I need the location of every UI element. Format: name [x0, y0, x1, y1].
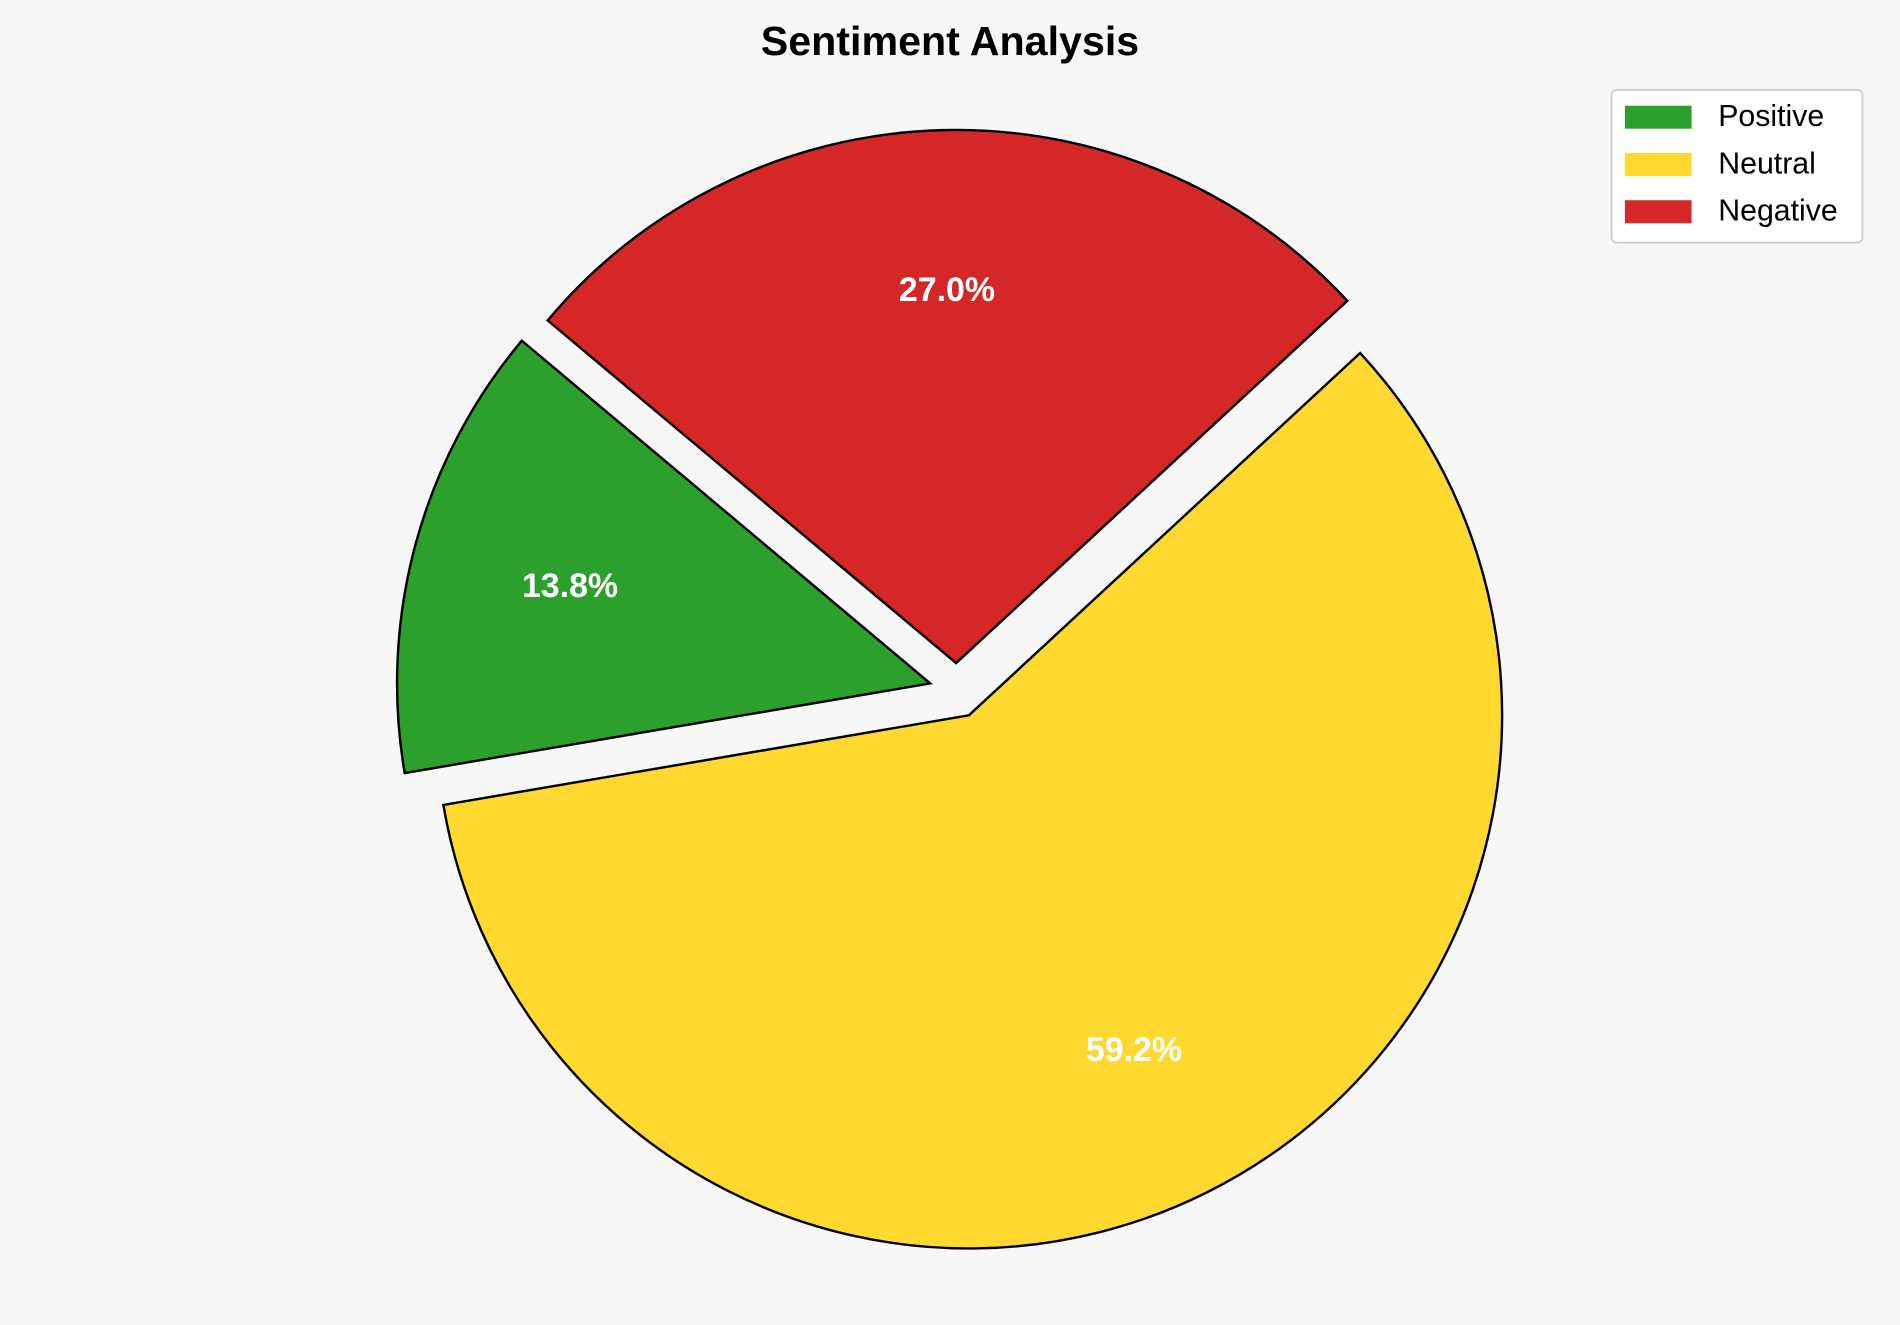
slice-label-negative: 27.0% [899, 271, 995, 309]
legend-label: Positive [1718, 100, 1824, 133]
legend-item-positive: Positive [1624, 100, 1824, 133]
slice-label-positive: 13.8% [522, 567, 618, 605]
legend-item-neutral: Neutral [1624, 147, 1816, 180]
slice-label-neutral: 59.2% [1086, 1031, 1182, 1069]
chart-title: Sentiment Analysis [761, 18, 1139, 64]
legend-label: Negative [1718, 195, 1838, 228]
legend-item-negative: Negative [1624, 195, 1838, 228]
legend-label: Neutral [1718, 147, 1816, 180]
legend-swatch [1624, 152, 1692, 176]
pie-labels: 13.8% 59.2% 27.0% [522, 271, 1182, 1069]
pie-slice-neutral [441, 351, 1504, 1250]
legend: Positive Neutral Negative [1610, 89, 1864, 244]
pie-slice-negative [545, 128, 1350, 665]
pie-slices [395, 128, 1504, 1250]
pie-slice-positive [395, 339, 934, 775]
legend-swatch [1624, 200, 1692, 224]
legend-swatch [1624, 105, 1692, 129]
